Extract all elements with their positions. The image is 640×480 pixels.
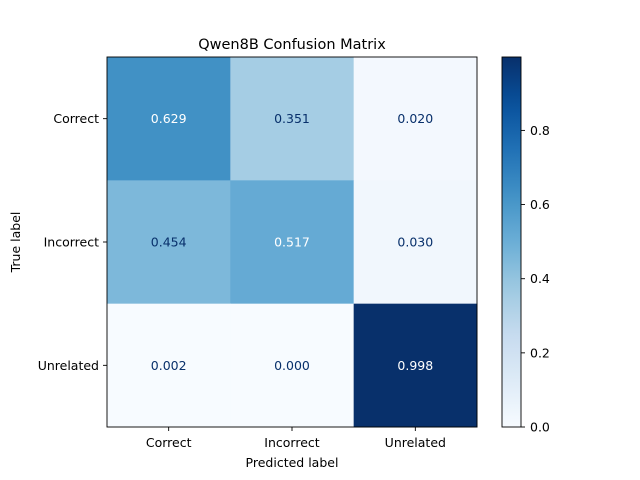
x-axis-label: Predicted label [246, 455, 339, 470]
colorbar-ticks: 0.0 0.2 0.4 0.6 0.8 [521, 123, 550, 435]
heatmap-cell [107, 180, 231, 305]
y-tick-label: Incorrect [44, 235, 99, 250]
cell-value-label: 0.517 [274, 235, 310, 250]
x-tick-label: Correct [146, 435, 192, 450]
cell-value-label: 0.998 [397, 358, 433, 373]
x-tick-label: Incorrect [264, 435, 319, 450]
chart-title: Qwen8B Confusion Matrix [198, 37, 386, 53]
y-axis-ticks: Correct Incorrect Unrelated [38, 111, 107, 373]
y-tick-label: Correct [53, 111, 99, 126]
heatmap-cell [230, 57, 355, 181]
heatmap-cells [107, 57, 478, 428]
heatmap-cell-labels: 0.629 0.351 0.020 0.454 0.517 0.030 0.002 0.000… [151, 111, 433, 373]
colorbar-tick-label: 0.8 [530, 123, 550, 138]
heatmap-cell [353, 303, 478, 428]
colorbar-tick-label: 0.6 [530, 197, 550, 212]
y-axis-label: True label [8, 212, 23, 274]
heatmap-cell [230, 303, 355, 428]
heatmap-cell [230, 180, 355, 305]
colorbar-tick-label: 0.0 [530, 420, 550, 435]
cell-value-label: 0.020 [397, 111, 433, 126]
x-tick-label: Unrelated [385, 435, 446, 450]
cell-value-label: 0.002 [151, 358, 187, 373]
cell-value-label: 0.454 [151, 235, 187, 250]
colorbar-tick-label: 0.2 [530, 345, 550, 360]
cell-value-label: 0.351 [274, 111, 310, 126]
heatmap-cell [107, 57, 231, 181]
cell-value-label: 0.629 [151, 111, 187, 126]
colorbar [501, 56, 522, 428]
cell-value-label: 0.000 [274, 358, 310, 373]
heatmap-cell [353, 180, 478, 305]
heatmap-cell [353, 57, 478, 181]
cell-value-label: 0.030 [397, 235, 433, 250]
x-axis-ticks: Correct Incorrect Unrelated [146, 427, 446, 450]
colorbar-tick-label: 0.4 [530, 271, 550, 286]
y-tick-label: Unrelated [38, 358, 99, 373]
heatmap-cell [107, 303, 231, 428]
